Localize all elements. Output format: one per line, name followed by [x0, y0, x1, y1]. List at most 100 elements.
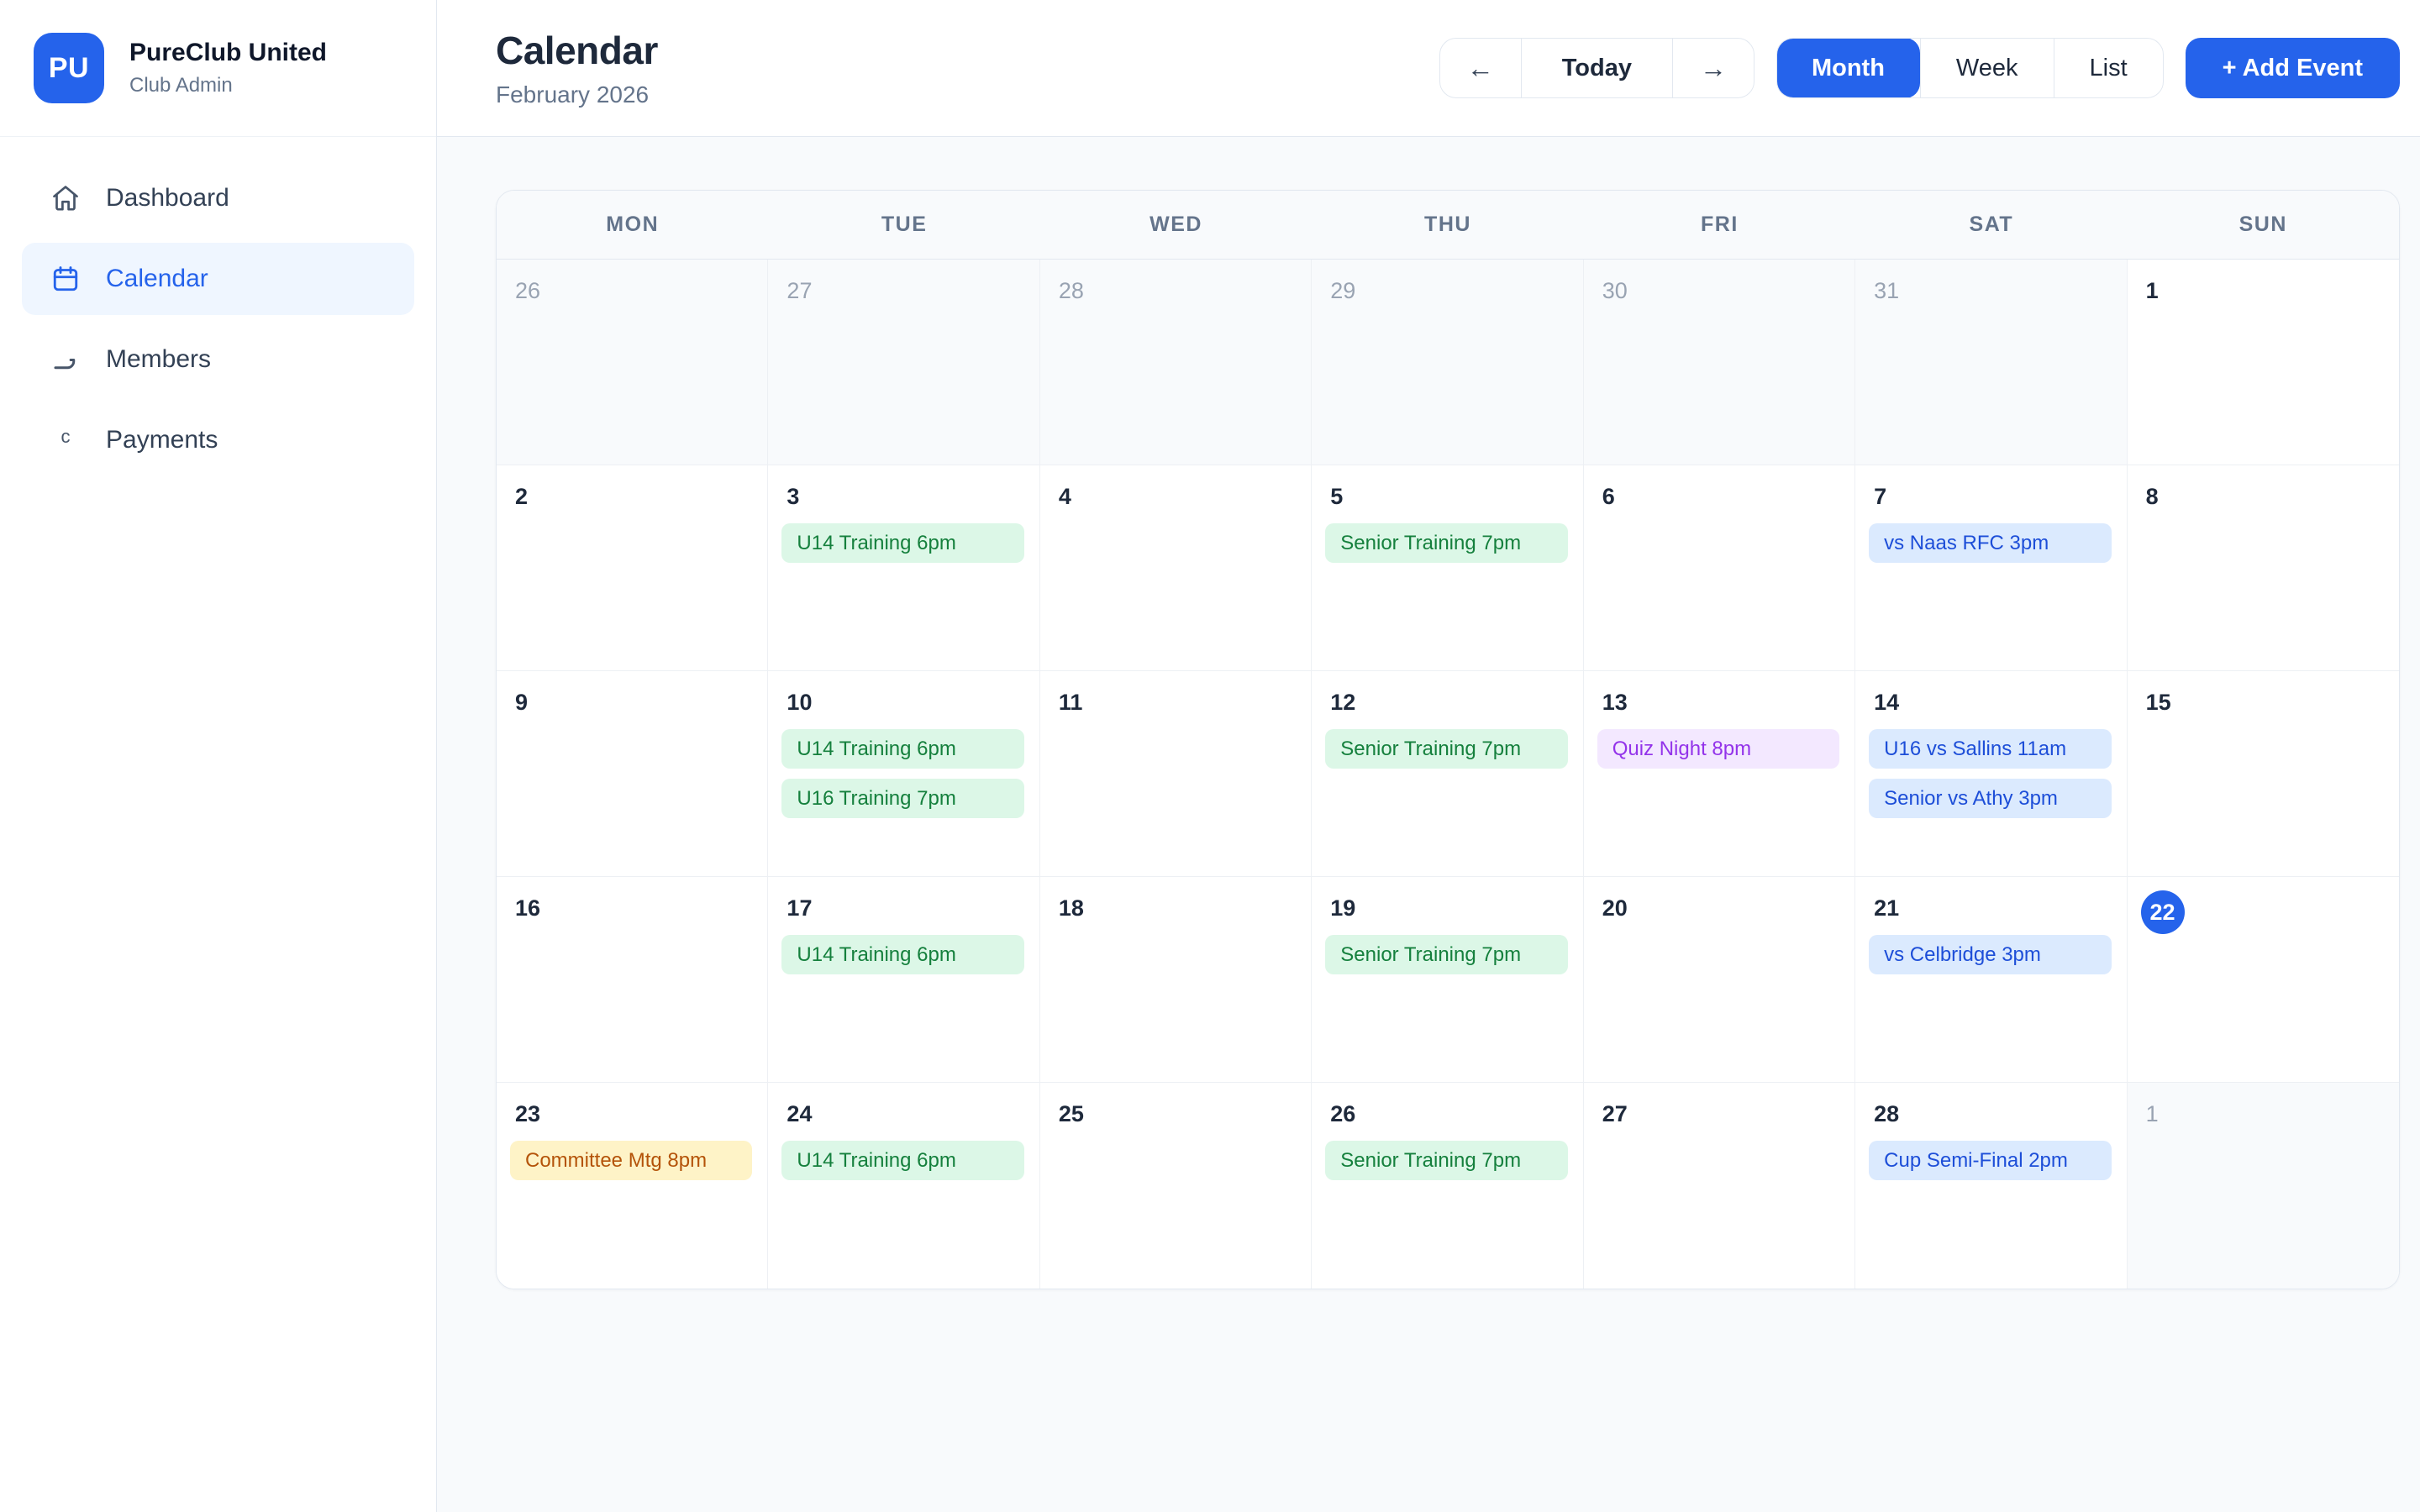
- sidebar-item-label: Dashboard: [106, 184, 229, 212]
- event-chip[interactable]: U14 Training 6pm: [781, 523, 1024, 563]
- calendar-day-cell[interactable]: 13 Quiz Night 8pm: [1583, 671, 1856, 877]
- calendar-day-cell[interactable]: 15: [2127, 671, 2399, 877]
- sidebar-item-members[interactable]: Members: [22, 323, 414, 396]
- day-number: 2: [515, 484, 529, 509]
- calendar-day-cell[interactable]: 4: [1039, 465, 1313, 671]
- day-number: 29: [1330, 278, 1356, 303]
- day-number: 3: [786, 484, 800, 509]
- calendar-day-cell[interactable]: 10 U14 Training 6pm U16 Training 7pm: [768, 671, 1040, 877]
- calendar-day-cell[interactable]: 1: [2127, 1083, 2399, 1289]
- main-area: Calendar February 2026 ← Today → Month W…: [437, 0, 2420, 1512]
- calendar-day-cell[interactable]: 18: [1039, 877, 1313, 1083]
- event-chip[interactable]: Senior Training 7pm: [1325, 1141, 1568, 1180]
- calendar-day-cell[interactable]: 9: [497, 671, 769, 877]
- calendar-day-cell[interactable]: 20: [1583, 877, 1856, 1083]
- calendar-day-cell[interactable]: 2: [497, 465, 769, 671]
- event-chip[interactable]: U16 Training 7pm: [781, 779, 1024, 818]
- calendar-day-cell[interactable]: 30: [1583, 260, 1856, 465]
- event-chip[interactable]: Senior Training 7pm: [1325, 523, 1568, 563]
- event-chip[interactable]: U14 Training 6pm: [781, 729, 1024, 769]
- calendar-day-cell[interactable]: 28: [1039, 260, 1313, 465]
- event-chip[interactable]: Committee Mtg 8pm: [510, 1141, 753, 1180]
- calendar-day-cell[interactable]: 7 vs Naas RFC 3pm: [1855, 465, 2128, 671]
- header-controls: ← Today → Month Week List + Add Event: [1439, 38, 2400, 98]
- calendar-day-cell[interactable]: 25: [1039, 1083, 1313, 1289]
- calendar-day-cell[interactable]: 24 U14 Training 6pm: [768, 1083, 1040, 1289]
- sidebar-item-label: Payments: [106, 426, 218, 454]
- event-chip[interactable]: Cup Semi-Final 2pm: [1869, 1141, 2112, 1180]
- calendar-day-cell[interactable]: 27: [768, 260, 1040, 465]
- event-list: Senior Training 7pm: [1325, 1141, 1568, 1180]
- club-logo: PU: [34, 33, 104, 103]
- calendar-day-cell[interactable]: 19 Senior Training 7pm: [1312, 877, 1584, 1083]
- calendar-day-cell[interactable]: 26 Senior Training 7pm: [1312, 1083, 1584, 1289]
- content-area: MON TUE WED THU FRI SAT SUN 26 27 28 29 30 31 …: [437, 137, 2420, 1289]
- event-list: U14 Training 6pm U16 Training 7pm: [781, 729, 1024, 818]
- sidebar-item-calendar[interactable]: Calendar: [22, 243, 414, 315]
- calendar-day-cell[interactable]: 3 U14 Training 6pm: [768, 465, 1040, 671]
- event-chip[interactable]: U14 Training 6pm: [781, 1141, 1024, 1180]
- event-chip[interactable]: Quiz Night 8pm: [1597, 729, 1840, 769]
- day-number: 5: [1330, 484, 1344, 509]
- day-number: 7: [1874, 484, 1887, 509]
- calendar-day-cell[interactable]: 28 Cup Semi-Final 2pm: [1855, 1083, 2128, 1289]
- day-of-week-header: SAT: [1969, 213, 2014, 236]
- day-number: 1: [2145, 278, 2159, 303]
- event-list: U14 Training 6pm: [781, 1141, 1024, 1180]
- day-number: 11: [1058, 690, 1083, 715]
- event-chip[interactable]: vs Naas RFC 3pm: [1869, 523, 2112, 563]
- add-event-button[interactable]: + Add Event: [2185, 38, 2400, 98]
- day-number: 8: [2145, 484, 2159, 509]
- calendar-day-cell[interactable]: 6: [1583, 465, 1856, 671]
- event-chip[interactable]: Senior Training 7pm: [1325, 729, 1568, 769]
- sidebar-header: PU PureClub United Club Admin: [0, 0, 436, 137]
- payments-icon: c: [60, 426, 71, 447]
- calendar-day-cell[interactable]: 17 U14 Training 6pm: [768, 877, 1040, 1083]
- tab-list[interactable]: List: [2053, 39, 2163, 97]
- calendar-day-cell[interactable]: 22: [2127, 877, 2399, 1083]
- club-identity: PureClub United Club Admin: [129, 39, 327, 97]
- calendar-day-cell[interactable]: 23 Committee Mtg 8pm: [497, 1083, 769, 1289]
- sidebar-item-dashboard[interactable]: Dashboard: [22, 162, 414, 234]
- day-number: 25: [1058, 1101, 1084, 1126]
- calendar-day-cell[interactable]: 5 Senior Training 7pm: [1312, 465, 1584, 671]
- calendar-day-cell[interactable]: 29: [1312, 260, 1584, 465]
- event-list: U14 Training 6pm: [781, 523, 1024, 563]
- sidebar-item-payments[interactable]: c Payments: [22, 404, 414, 476]
- event-chip[interactable]: vs Celbridge 3pm: [1869, 935, 2112, 974]
- event-chip[interactable]: U16 vs Sallins 11am: [1869, 729, 2112, 769]
- day-number: 28: [1058, 278, 1084, 303]
- prev-month-button[interactable]: ←: [1440, 39, 1521, 97]
- calendar-day-cell[interactable]: 31: [1855, 260, 2128, 465]
- next-month-button[interactable]: →: [1671, 39, 1754, 97]
- event-list: Committee Mtg 8pm: [510, 1141, 753, 1180]
- sidebar-item-label: Calendar: [106, 265, 208, 292]
- day-of-week-header: TUE: [881, 213, 928, 236]
- day-number: 15: [2145, 690, 2171, 715]
- day-number: 23: [515, 1101, 541, 1126]
- calendar-day-cell[interactable]: 26: [497, 260, 769, 465]
- calendar-day-cell[interactable]: 8: [2127, 465, 2399, 671]
- today-button[interactable]: Today: [1520, 39, 1672, 97]
- calendar-day-cell[interactable]: 14 U16 vs Sallins 11am Senior vs Athy 3pm: [1855, 671, 2128, 877]
- calendar-day-cell[interactable]: 12 Senior Training 7pm: [1312, 671, 1584, 877]
- calendar-day-cell[interactable]: 21 vs Celbridge 3pm: [1855, 877, 2128, 1083]
- event-list: Senior Training 7pm: [1325, 729, 1568, 769]
- tab-week[interactable]: Week: [1919, 39, 2054, 97]
- title-block: Calendar February 2026: [496, 28, 658, 108]
- day-number: 16: [515, 895, 541, 921]
- event-chip[interactable]: Senior vs Athy 3pm: [1869, 779, 2112, 818]
- event-chip[interactable]: U14 Training 6pm: [781, 935, 1024, 974]
- calendar-day-cell[interactable]: 16: [497, 877, 769, 1083]
- calendar-day-cell[interactable]: 1: [2127, 260, 2399, 465]
- event-chip[interactable]: Senior Training 7pm: [1325, 935, 1568, 974]
- club-role: Club Admin: [129, 74, 233, 97]
- day-number: 19: [1330, 895, 1356, 921]
- calendar-day-cell[interactable]: 11: [1039, 671, 1313, 877]
- calendar-day-cell[interactable]: 27: [1583, 1083, 1856, 1289]
- date-nav-group: ← Today →: [1439, 38, 1754, 98]
- day-number: 14: [1874, 690, 1900, 715]
- tab-month[interactable]: Month: [1776, 39, 1920, 97]
- sidebar-item-label: Members: [106, 345, 212, 373]
